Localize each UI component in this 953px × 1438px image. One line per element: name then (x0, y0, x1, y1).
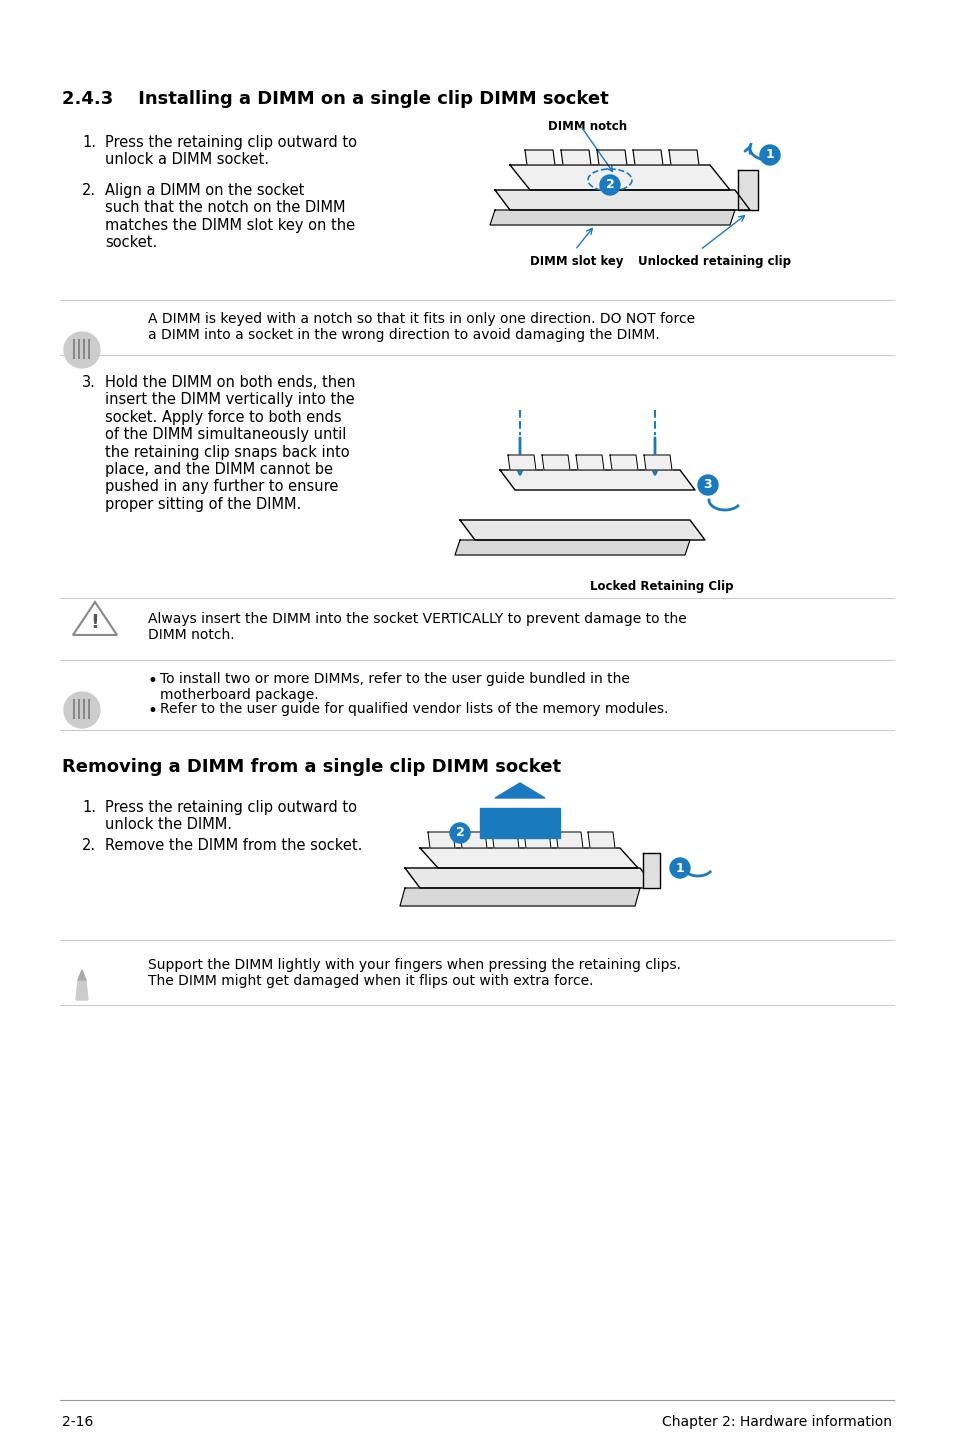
Text: To install two or more DIMMs, refer to the user guide bundled in the
motherboard: To install two or more DIMMs, refer to t… (160, 672, 629, 702)
Polygon shape (510, 165, 729, 190)
Circle shape (760, 145, 780, 165)
Polygon shape (428, 833, 455, 848)
Polygon shape (492, 833, 518, 848)
Polygon shape (78, 971, 86, 981)
Text: DIMM notch: DIMM notch (547, 119, 626, 132)
Text: Refer to the user guide for qualified vendor lists of the memory modules.: Refer to the user guide for qualified ve… (160, 702, 668, 716)
Text: Always insert the DIMM into the socket VERTICALLY to prevent damage to the
DIMM : Always insert the DIMM into the socket V… (148, 613, 686, 643)
Circle shape (64, 692, 100, 728)
Polygon shape (455, 541, 689, 555)
Text: 1.: 1. (82, 800, 96, 815)
Text: Align a DIMM on the socket
such that the notch on the DIMM
matches the DIMM slot: Align a DIMM on the socket such that the… (105, 183, 355, 250)
Text: Removing a DIMM from a single clip DIMM socket: Removing a DIMM from a single clip DIMM … (62, 758, 560, 777)
Polygon shape (459, 833, 486, 848)
Polygon shape (73, 603, 117, 636)
Text: 2.: 2. (82, 838, 96, 853)
Polygon shape (560, 150, 590, 165)
Text: Locked Retaining Clip: Locked Retaining Clip (589, 580, 733, 592)
Polygon shape (479, 808, 559, 838)
Circle shape (669, 858, 689, 879)
Polygon shape (495, 190, 749, 210)
Text: •: • (148, 702, 157, 720)
Circle shape (450, 823, 470, 843)
Polygon shape (541, 454, 569, 470)
Polygon shape (399, 889, 639, 906)
Text: 2: 2 (605, 178, 614, 191)
Circle shape (599, 175, 619, 196)
Text: Hold the DIMM on both ends, then
insert the DIMM vertically into the
socket. App: Hold the DIMM on both ends, then insert … (105, 375, 355, 512)
Text: 2: 2 (456, 827, 464, 840)
Polygon shape (587, 833, 615, 848)
Text: 3.: 3. (82, 375, 95, 390)
Polygon shape (668, 150, 699, 165)
Text: 1: 1 (765, 148, 774, 161)
Text: 2-16: 2-16 (62, 1415, 93, 1429)
Polygon shape (633, 150, 662, 165)
Text: 2.4.3    Installing a DIMM on a single clip DIMM socket: 2.4.3 Installing a DIMM on a single clip… (62, 91, 608, 108)
Polygon shape (419, 848, 638, 869)
Polygon shape (459, 521, 704, 541)
Polygon shape (499, 470, 695, 490)
Text: DIMM slot key: DIMM slot key (530, 255, 623, 267)
Text: 2.: 2. (82, 183, 96, 198)
Polygon shape (609, 454, 638, 470)
Text: 3: 3 (703, 479, 712, 492)
Polygon shape (490, 210, 734, 224)
Text: Support the DIMM lightly with your fingers when pressing the retaining clips.
Th: Support the DIMM lightly with your finge… (148, 958, 680, 988)
Text: Chapter 2: Hardware information: Chapter 2: Hardware information (661, 1415, 891, 1429)
Polygon shape (576, 454, 603, 470)
Text: 1.: 1. (82, 135, 96, 150)
Circle shape (698, 475, 718, 495)
Polygon shape (556, 833, 582, 848)
Text: Remove the DIMM from the socket.: Remove the DIMM from the socket. (105, 838, 362, 853)
Polygon shape (597, 150, 626, 165)
Text: Press the retaining clip outward to
unlock a DIMM socket.: Press the retaining clip outward to unlo… (105, 135, 356, 167)
Polygon shape (523, 833, 551, 848)
Polygon shape (643, 454, 671, 470)
Polygon shape (738, 170, 758, 210)
Polygon shape (495, 784, 544, 798)
Text: 1: 1 (675, 861, 683, 874)
Text: Press the retaining clip outward to
unlock the DIMM.: Press the retaining clip outward to unlo… (105, 800, 356, 833)
Polygon shape (507, 454, 536, 470)
Circle shape (64, 332, 100, 368)
Text: •: • (148, 672, 157, 690)
Polygon shape (405, 869, 655, 889)
Polygon shape (642, 853, 659, 889)
Text: !: ! (91, 613, 99, 631)
Polygon shape (76, 981, 88, 999)
Text: Unlocked retaining clip: Unlocked retaining clip (638, 255, 790, 267)
Polygon shape (524, 150, 555, 165)
Text: A DIMM is keyed with a notch so that it fits in only one direction. DO NOT force: A DIMM is keyed with a notch so that it … (148, 312, 695, 342)
